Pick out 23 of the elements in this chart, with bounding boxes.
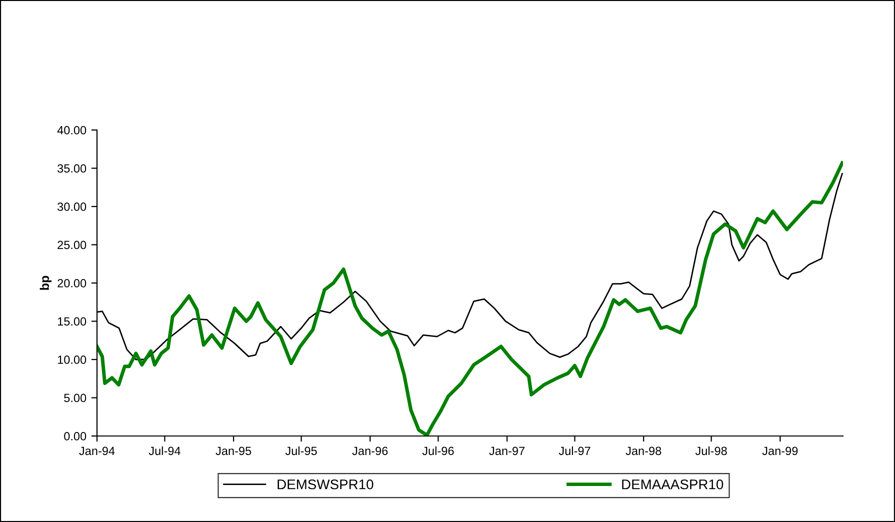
x-tick-label: Jan-99 (762, 446, 798, 456)
y-tick-label: 5.00 (64, 394, 86, 402)
x-tick-label: Jan-98 (626, 446, 662, 456)
y-tick-label: 15.00 (58, 317, 86, 326)
x-tick-label: Jul-95 (285, 446, 317, 456)
y-tick-label: 30.00 (57, 202, 86, 211)
x-tick-label: Jan-95 (216, 446, 252, 456)
x-tick-label: Jul-94 (148, 446, 180, 456)
legend-label: DEMAAASPR10 (622, 479, 724, 490)
y-axis-title: bp (40, 276, 52, 290)
legend-label: DEMSWSPR10 (278, 479, 374, 490)
x-tick-label: Jan-94 (79, 446, 115, 456)
x-tick-label: Jul-98 (695, 446, 727, 456)
y-tick-label: 40.00 (57, 126, 86, 134)
x-tick-label: Jan-96 (352, 446, 388, 456)
y-tick-label: 0.00 (64, 432, 86, 440)
x-tick-label: Jan-97 (489, 446, 524, 456)
y-tick-label: 20.00 (58, 279, 86, 288)
y-tick-label: 10.00 (58, 356, 86, 364)
y-tick-label: 25.00 (58, 240, 86, 250)
x-tick-label: Jul-96 (422, 446, 454, 456)
y-tick-label: 35.00 (57, 164, 86, 173)
x-tick-label: Jul-97 (558, 446, 590, 456)
